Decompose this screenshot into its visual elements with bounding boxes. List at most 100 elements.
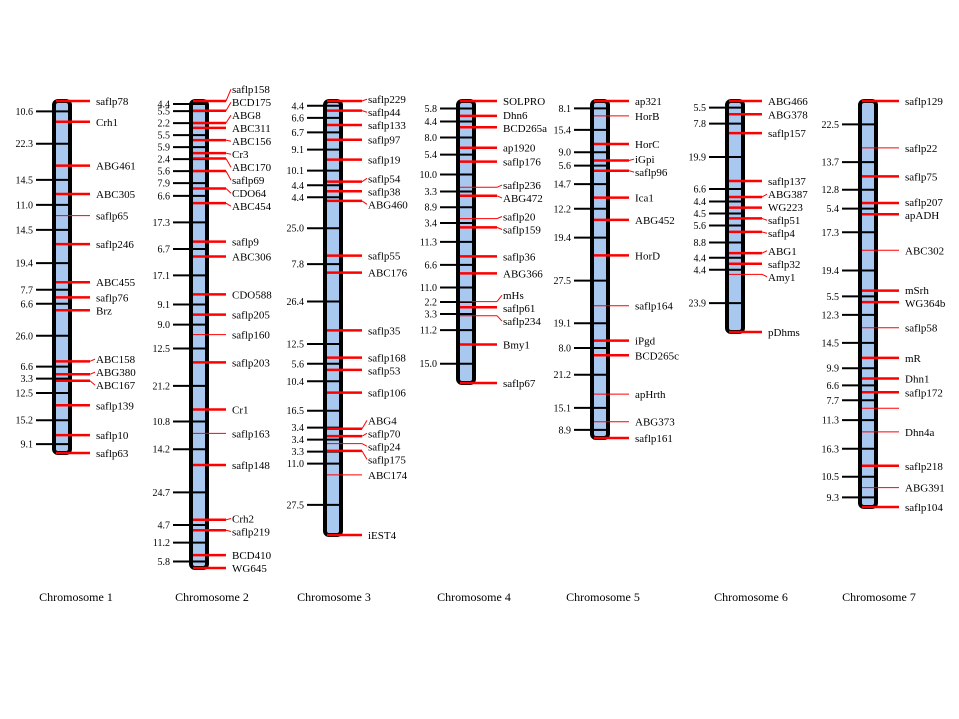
interval-distance: 9.1	[21, 440, 34, 451]
marker-label: saflp97	[368, 135, 401, 147]
interval-distance: 4.4	[292, 101, 305, 112]
marker-label: BCD410	[232, 550, 272, 562]
chromosome-6: 5.57.819.96.64.44.55.68.84.44.423.9ABG46…	[689, 96, 809, 604]
interval-distance: 17.3	[153, 218, 171, 229]
marker-leader	[761, 193, 768, 198]
marker-label: saflp175	[368, 454, 406, 466]
marker-label: saflp164	[635, 301, 673, 313]
interval-distance: 22.3	[16, 139, 34, 150]
marker-leader	[225, 89, 232, 102]
marker-leader	[89, 371, 96, 375]
chromosome-1: 10.622.314.511.014.519.47.76.626.06.63.3…	[16, 96, 137, 604]
marker-label: ABC455	[96, 277, 136, 289]
interval-distance: 12.2	[554, 204, 572, 215]
interval-distance: 11.0	[420, 283, 437, 294]
interval-distance: 16.3	[822, 444, 840, 455]
marker-leader	[761, 273, 768, 278]
interval-distance: 25.0	[287, 224, 305, 235]
marker-label: iEST4	[368, 530, 397, 542]
interval-distance: 27.5	[287, 500, 305, 511]
marker-label: saflp137	[768, 176, 806, 188]
interval-distance: 10.1	[287, 166, 305, 177]
marker-label: ABC302	[905, 245, 944, 257]
marker-label: CDO588	[232, 289, 272, 301]
marker-label: saflp160	[232, 330, 270, 342]
interval-distance: 19.1	[554, 319, 572, 330]
interval-distance: 5.9	[158, 143, 171, 154]
marker-label: ABC167	[96, 380, 136, 392]
marker-label: saflp236	[503, 180, 541, 192]
marker-label: saflp76	[96, 292, 129, 304]
marker-leader	[361, 110, 368, 113]
marker-label: saflp65	[96, 211, 129, 223]
marker-label: saflp161	[635, 433, 673, 445]
marker-label: ABG460	[368, 199, 408, 211]
marker-label: Ica1	[635, 193, 654, 205]
interval-distance: 3.4	[292, 435, 305, 446]
marker-label: ABG380	[96, 367, 136, 379]
interval-distance: 5.5	[158, 131, 171, 142]
marker-label: saflp229	[368, 94, 406, 106]
marker-leader	[496, 294, 503, 302]
interval-distance: 4.4	[694, 197, 707, 208]
interval-distance: 10.0	[420, 170, 438, 181]
interval-distance: 4.5	[694, 209, 707, 220]
interval-distance: 19.9	[689, 153, 707, 164]
marker-label: SOLPRO	[503, 96, 545, 108]
marker-label: saflp158	[232, 84, 270, 96]
interval-distance: 15.4	[554, 125, 572, 136]
interval-distance: 4.4	[694, 253, 707, 264]
marker-label: saflp67	[503, 378, 536, 390]
chromosome-7: 22.5 13.7 12.8 5.4 17.3 19.4 5.5 12.3 14.5 9.9 6.6…	[822, 96, 946, 604]
interval-distance: 12.5	[153, 344, 171, 355]
marker-label: saflp172	[905, 387, 943, 399]
interval-distance: 12.5	[16, 389, 34, 400]
marker-label: BCD265c	[635, 350, 679, 362]
interval-distance: 5.8	[425, 104, 438, 115]
interval-distance: 6.6	[158, 191, 171, 202]
interval-distance: 17.1	[153, 271, 171, 282]
marker-leader	[225, 170, 232, 181]
marker-label: ABG461	[96, 161, 136, 173]
marker-label: Crh2	[232, 514, 254, 526]
interval-distance: 13.7	[822, 158, 840, 169]
marker-label: saflp35	[368, 325, 401, 337]
chromosome-bar	[323, 99, 343, 537]
marker-label: Brz	[96, 305, 112, 317]
interval-distance: 9.1	[158, 300, 171, 311]
marker-label: saflp176	[503, 157, 541, 169]
marker-leader	[496, 226, 503, 230]
marker-label: saflp61	[503, 303, 535, 315]
interval-distance: 2.2	[158, 119, 171, 130]
marker-label: saflp133	[368, 120, 406, 132]
chromosome-title: Chromosome 3	[297, 590, 371, 604]
marker-leader	[628, 170, 635, 173]
interval-distance: 3.3	[425, 187, 438, 198]
marker-leader	[225, 202, 232, 207]
interval-distance: 22.5	[822, 120, 840, 131]
chromosome-title: Chromosome 4	[437, 590, 511, 604]
marker-label: mHs	[503, 290, 524, 302]
interval-distance: 7.9	[158, 179, 171, 190]
marker-label: WG364b	[905, 298, 946, 310]
marker-leader	[761, 250, 768, 254]
interval-distance: 10.5	[822, 472, 840, 483]
marker-label: saflp159	[503, 224, 541, 236]
marker-leader	[496, 216, 503, 220]
marker-leader	[496, 195, 503, 199]
marker-label: saflp219	[232, 527, 270, 539]
marker-label: saflp96	[635, 167, 668, 179]
marker-label: ABG4	[368, 415, 397, 427]
interval-distance: 15.1	[554, 403, 572, 414]
marker-label: saflp36	[503, 251, 536, 263]
interval-distance: 3.4	[292, 423, 305, 434]
marker-label: saflp9	[232, 237, 259, 249]
interval-distance: 3.3	[292, 447, 305, 458]
marker-label: BCD175	[232, 97, 272, 109]
interval-distance: 8.0	[559, 343, 572, 354]
interval-distance: 2.2	[425, 297, 438, 308]
interval-distance: 9.3	[827, 493, 840, 504]
marker-label: pDhms	[768, 327, 800, 339]
chromosome-title: Chromosome 7	[842, 590, 916, 604]
interval-distance: 16.5	[287, 406, 305, 417]
